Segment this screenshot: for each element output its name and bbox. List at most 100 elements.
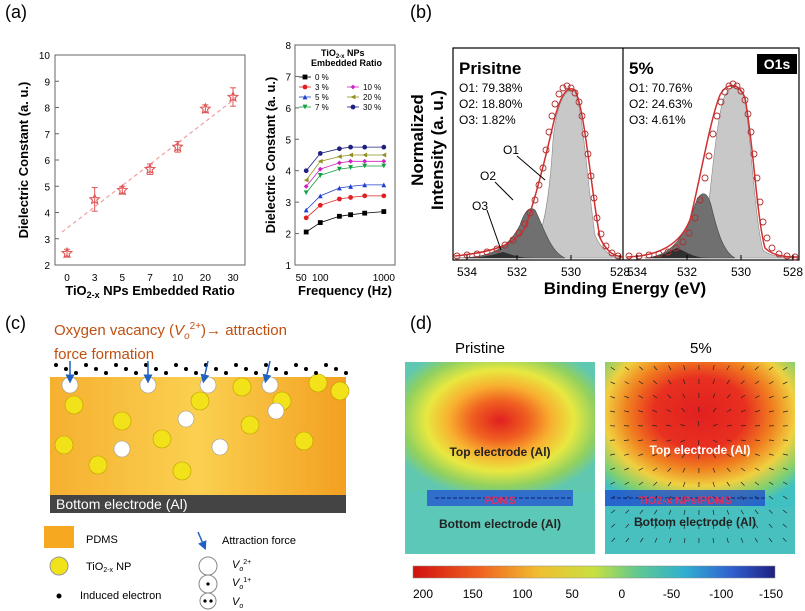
field-vector bbox=[653, 365, 658, 371]
x-tick-label: 0 bbox=[64, 273, 70, 284]
data-point bbox=[567, 84, 575, 92]
field-left-top bbox=[405, 362, 595, 492]
field-vector bbox=[768, 509, 773, 514]
field-vector bbox=[782, 453, 788, 456]
field-vector bbox=[667, 467, 672, 472]
field-vector bbox=[668, 365, 672, 371]
field-vector bbox=[624, 481, 630, 485]
plot-frame bbox=[54, 54, 246, 266]
data-point bbox=[483, 248, 491, 256]
series-line bbox=[305, 165, 384, 193]
top-electrode-left: Top electrode (Al) bbox=[449, 445, 550, 459]
data-point bbox=[362, 158, 368, 164]
field-vector bbox=[610, 453, 616, 456]
data-point bbox=[645, 251, 653, 259]
oxygen-vacancy bbox=[211, 438, 229, 456]
field-vector bbox=[681, 453, 686, 459]
data-point bbox=[317, 193, 323, 199]
panel-c-diagram: Bottom electrode (Al) bbox=[50, 360, 350, 513]
field-vector bbox=[652, 467, 658, 472]
field-vector bbox=[610, 381, 616, 385]
data-point bbox=[729, 80, 737, 88]
field-vector bbox=[653, 481, 658, 486]
field-vector bbox=[740, 523, 744, 529]
v0-electron-a bbox=[203, 599, 207, 603]
y-tick-label: 2 bbox=[285, 230, 291, 241]
field-vector bbox=[726, 424, 732, 427]
left-o1-pct: O1: 79.38% bbox=[459, 81, 523, 95]
data-point bbox=[337, 154, 342, 159]
field-vector bbox=[712, 407, 717, 413]
data-point bbox=[509, 236, 517, 244]
x-tick-label: 530 bbox=[731, 265, 751, 279]
induced-electron bbox=[164, 371, 168, 375]
field-vector bbox=[754, 366, 759, 371]
field-vector bbox=[697, 439, 700, 445]
legend-entry: 30 % bbox=[363, 103, 381, 112]
data-point bbox=[362, 210, 368, 216]
field-vector bbox=[712, 365, 715, 371]
data-point bbox=[350, 94, 356, 100]
field-vector bbox=[667, 394, 672, 399]
field-vector bbox=[754, 523, 759, 529]
y-tick-label: 4 bbox=[285, 167, 291, 178]
data-point bbox=[317, 166, 323, 172]
x-axis-label: Binding Energy (eV) bbox=[544, 279, 706, 298]
y-tick-label: 9 bbox=[44, 77, 50, 88]
field-vector bbox=[740, 467, 746, 472]
field-vector bbox=[682, 467, 686, 473]
electron-swatch bbox=[56, 593, 62, 599]
o3-peak-left bbox=[460, 252, 535, 258]
left-subplot-title: Prisitne bbox=[459, 59, 521, 78]
field-vector bbox=[740, 495, 745, 501]
field-vector bbox=[624, 366, 630, 371]
data-point bbox=[548, 112, 556, 120]
data-point bbox=[303, 229, 309, 235]
y-tick-label: 3 bbox=[285, 198, 291, 209]
o2-annotation: O2 bbox=[480, 169, 496, 183]
field-vector bbox=[712, 453, 717, 459]
field-vector bbox=[637, 439, 644, 441]
field-vector bbox=[610, 367, 616, 371]
colorbar-tick-label: -150 bbox=[759, 587, 783, 601]
panel-label-b: (b) bbox=[410, 2, 432, 22]
v1-electron bbox=[206, 582, 210, 586]
field-vector bbox=[653, 380, 658, 385]
data-point bbox=[584, 150, 592, 158]
y-axis-label: Dielectric Constant (a. u.) bbox=[263, 77, 278, 234]
field-vector bbox=[667, 481, 672, 487]
data-point bbox=[664, 248, 672, 256]
legend-np: TiO2-x NP bbox=[86, 561, 131, 574]
field-vector bbox=[652, 394, 658, 399]
field-vector bbox=[768, 523, 773, 529]
field-vector bbox=[680, 439, 686, 443]
data-point bbox=[348, 144, 353, 150]
tio2-nanoparticle bbox=[294, 431, 314, 451]
field-vector bbox=[610, 467, 616, 471]
legend-force: Attraction force bbox=[222, 535, 296, 547]
field-vector bbox=[754, 395, 760, 399]
data-point bbox=[348, 165, 353, 170]
field-vector bbox=[683, 365, 686, 371]
tio2-nanoparticle bbox=[308, 373, 328, 393]
field-vector bbox=[712, 537, 715, 543]
field-vector bbox=[782, 367, 788, 371]
induced-electron bbox=[144, 363, 148, 367]
right-subplot-title: 5% bbox=[629, 59, 654, 78]
field-vector bbox=[768, 495, 774, 500]
field-vector bbox=[624, 410, 630, 413]
field-vector bbox=[726, 439, 732, 442]
field-vector bbox=[740, 439, 746, 442]
induced-electron bbox=[274, 367, 278, 371]
field-vector bbox=[754, 453, 760, 456]
field-vector bbox=[782, 523, 787, 528]
field-vector bbox=[667, 379, 672, 385]
field-vector bbox=[712, 393, 716, 399]
data-point bbox=[744, 110, 752, 118]
field-vector bbox=[683, 523, 686, 529]
v2-swatch bbox=[198, 556, 218, 576]
field-vector bbox=[768, 381, 774, 385]
induced-electron bbox=[64, 367, 68, 371]
field-vector bbox=[624, 381, 630, 385]
x-tick-label: 1000 bbox=[373, 273, 396, 284]
